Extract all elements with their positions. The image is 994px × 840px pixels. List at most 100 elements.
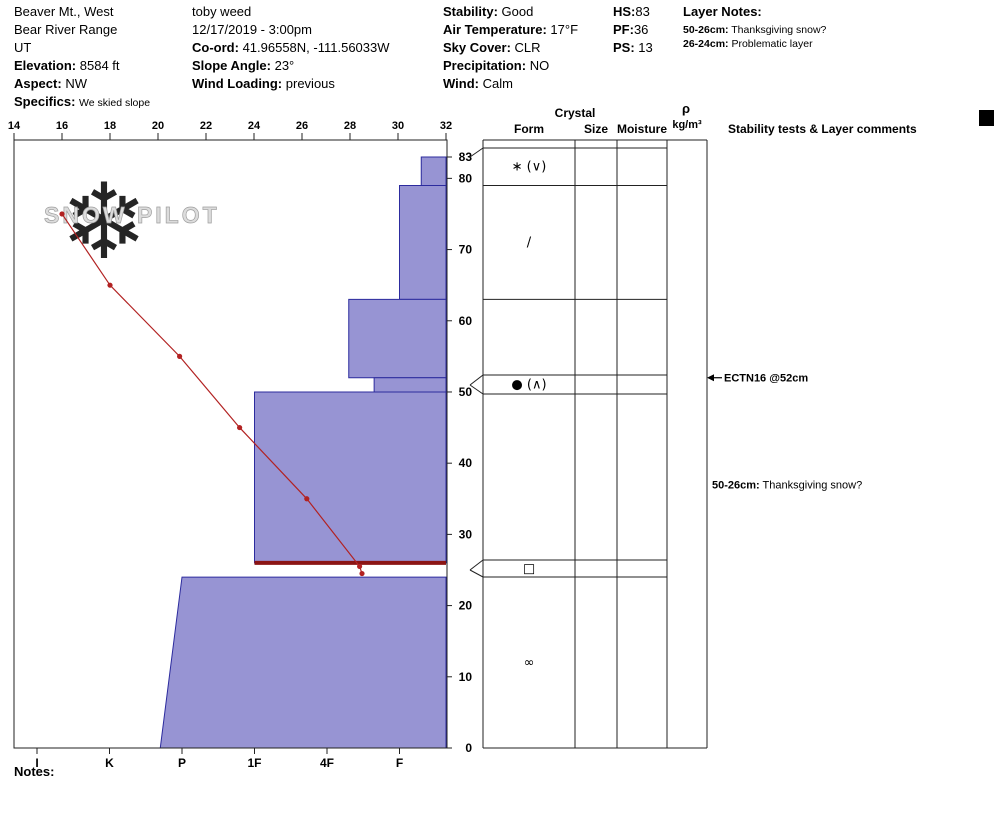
temperature-point bbox=[359, 570, 365, 577]
wind-loading-value: previous bbox=[285, 76, 335, 91]
pf-label: PF: bbox=[613, 22, 634, 37]
boundary-connector bbox=[469, 147, 484, 158]
temperature-point bbox=[357, 563, 363, 570]
layer-bar-52-50cm bbox=[373, 377, 447, 393]
air-temp-label: Air Temperature: bbox=[443, 22, 547, 37]
hs-label: HS: bbox=[613, 4, 636, 19]
crystal-forms: ∗ (∨) / ● (∧) □ ∞ bbox=[511, 160, 546, 671]
hardness-tick-label: P bbox=[178, 756, 186, 770]
stability-tests: ECTN16 @52cm bbox=[707, 373, 808, 385]
depth-tick-label: 83 bbox=[459, 150, 473, 164]
aspect-label: Aspect: bbox=[14, 76, 62, 91]
layer-bar-79-63cm bbox=[399, 184, 447, 300]
observer-name: toby weed bbox=[192, 4, 252, 19]
wind-label: Wind: bbox=[443, 76, 479, 91]
depth-tick-label: 80 bbox=[459, 171, 473, 185]
crystal-form-symbol: ∗ (∨) bbox=[512, 160, 547, 175]
depth-tick-label: 20 bbox=[459, 599, 473, 613]
stability-test-label: ECTN16 @52cm bbox=[724, 373, 808, 385]
hardness-tick-label: 4F bbox=[320, 756, 334, 770]
layer-bar-50-26cm bbox=[254, 391, 447, 564]
hs-row: HS:83 bbox=[613, 4, 650, 19]
precipitation-value: NO bbox=[529, 58, 550, 73]
corner-mark bbox=[979, 110, 994, 126]
temp-tick-label: 14 bbox=[8, 120, 21, 132]
watermark: ❄SNOW PILOT bbox=[44, 161, 220, 283]
crystal-form-symbol: □ bbox=[523, 562, 535, 577]
problematic-layer-line bbox=[254, 560, 446, 565]
boundary-connector bbox=[469, 374, 484, 386]
left-arrow-icon bbox=[707, 374, 714, 382]
size-header: Size bbox=[583, 122, 608, 136]
depth-tick-label: 70 bbox=[459, 243, 473, 257]
slope-angle-label: Slope Angle: bbox=[192, 58, 271, 73]
sky-cover-row: Sky Cover: CLR bbox=[443, 40, 541, 55]
coordinates-row: Co-ord: 41.96558N, -111.56033W bbox=[192, 40, 390, 55]
ps-row: PS: 13 bbox=[613, 40, 653, 55]
snow-layer-bars bbox=[159, 156, 447, 749]
stability-comments-header: Stability tests & Layer comments bbox=[728, 122, 917, 136]
layer-note-row: 50-26cm: Thanksgiving snow? bbox=[683, 24, 826, 36]
hardness-tick-label: 1F bbox=[247, 756, 261, 770]
specifics-value: We skied slope bbox=[79, 97, 151, 109]
layer-note-range: 50-26cm: bbox=[683, 24, 729, 36]
temperature-point bbox=[177, 353, 183, 359]
temperature-point bbox=[237, 424, 243, 431]
wind-loading-label: Wind Loading: bbox=[192, 76, 283, 91]
wind-value: Calm bbox=[482, 76, 513, 91]
slope-angle-value: 23° bbox=[274, 58, 295, 73]
coordinates-label: Co-ord: bbox=[192, 40, 239, 55]
temp-tick-label: 20 bbox=[152, 120, 164, 132]
sky-cover-value: CLR bbox=[514, 40, 541, 55]
layer-bar-24-0cm bbox=[159, 576, 447, 749]
aspect-value: NW bbox=[65, 76, 87, 91]
temperature-profile bbox=[59, 211, 365, 577]
layer-bar-83-79cm bbox=[420, 156, 447, 186]
right-panel-grid bbox=[469, 139, 708, 749]
temp-tick-label: 18 bbox=[104, 120, 116, 132]
temperature-point bbox=[59, 211, 65, 217]
layer-bar-63-52cm bbox=[348, 298, 447, 379]
observation-datetime: 12/17/2019 - 3:00pm bbox=[192, 22, 312, 37]
layer-notes-title: Layer Notes: bbox=[683, 4, 762, 19]
depth-tick-label: 10 bbox=[459, 670, 473, 684]
location-state: UT bbox=[14, 40, 32, 55]
air-temp-row: Air Temperature: 17°F bbox=[443, 22, 578, 37]
location-name: Beaver Mt., West bbox=[14, 4, 114, 19]
form-header: Form bbox=[514, 122, 544, 136]
layer-note-text: Problematic layer bbox=[731, 38, 813, 50]
layer-comment: 50-26cm: Thanksgiving snow? bbox=[712, 480, 862, 492]
watermark-text: SNOW PILOT bbox=[44, 202, 220, 228]
precipitation-label: Precipitation: bbox=[443, 58, 527, 73]
aspect-row: Aspect: NW bbox=[14, 76, 87, 91]
snowflake-icon: ❄ bbox=[60, 161, 148, 283]
stability-row: Stability: Good bbox=[443, 4, 533, 19]
layer-of-concern bbox=[254, 560, 446, 565]
location-range: Bear River Range bbox=[14, 22, 118, 37]
temp-tick-label: 22 bbox=[200, 120, 212, 132]
slope-angle-row: Slope Angle: 23° bbox=[192, 58, 294, 73]
temp-tick-label: 26 bbox=[296, 120, 308, 132]
layer-note-text: Thanksgiving snow? bbox=[731, 24, 827, 36]
temperature-point bbox=[304, 496, 310, 502]
depth-tick-label: 60 bbox=[459, 314, 473, 328]
wind-row: Wind: Calm bbox=[443, 76, 513, 91]
depth-tick-label: 40 bbox=[459, 456, 473, 470]
hs-value: 83 bbox=[635, 4, 650, 19]
stability-label: Stability: bbox=[443, 4, 498, 19]
crystal-form-symbol: ∞ bbox=[524, 656, 535, 671]
boundary-connector bbox=[469, 559, 484, 571]
temp-tick-label: 16 bbox=[56, 120, 68, 132]
layer-note-range: 26-24cm: bbox=[683, 38, 729, 50]
density-unit: kg/m³ bbox=[672, 119, 702, 131]
sky-cover-label: Sky Cover: bbox=[443, 40, 511, 55]
stability-value: Good bbox=[501, 4, 534, 19]
ps-value: 13 bbox=[638, 40, 653, 55]
temp-tick-label: 28 bbox=[344, 120, 356, 132]
crystal-form-symbol: / bbox=[527, 235, 532, 250]
elevation-label: Elevation: bbox=[14, 58, 77, 73]
air-temp-value: 17°F bbox=[550, 22, 579, 37]
notes-label: Notes: bbox=[14, 764, 55, 779]
specifics-row: Specifics: We skied slope bbox=[14, 94, 150, 109]
